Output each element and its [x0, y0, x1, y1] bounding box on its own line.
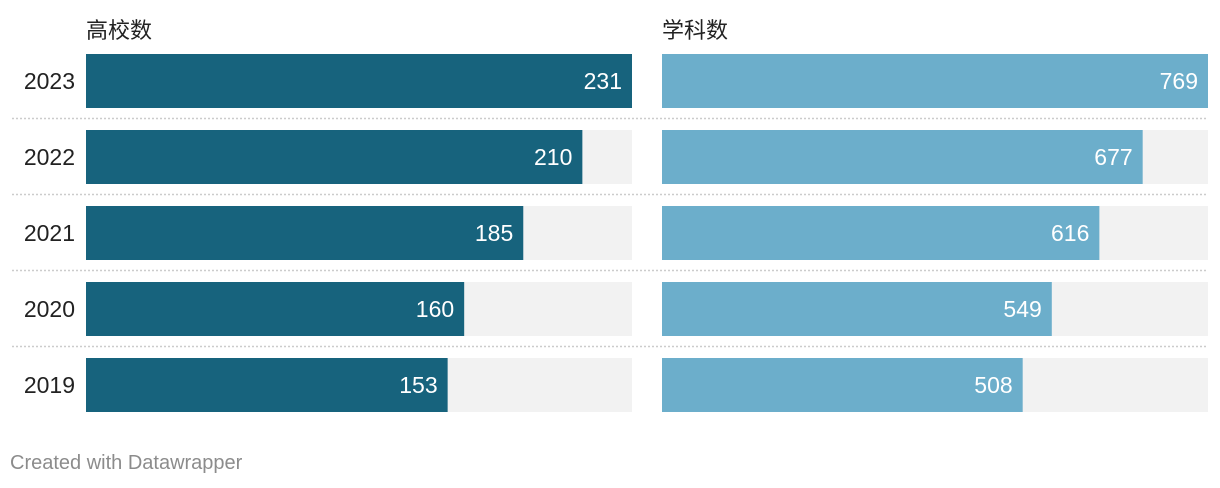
year-label-2023: 2023	[24, 68, 75, 94]
bar-2-2019	[662, 358, 1023, 412]
panel-title-1: 高校数	[86, 18, 152, 43]
value-label-2-2020: 549	[1003, 296, 1041, 322]
panel-title-2: 学科数	[662, 18, 728, 43]
value-label-1-2020: 160	[416, 296, 454, 322]
value-label-2-2023: 769	[1160, 68, 1198, 94]
bar-1-2021	[86, 206, 524, 260]
bar-2-2023	[662, 54, 1208, 108]
value-label-2-2022: 677	[1094, 144, 1132, 170]
year-label-2021: 2021	[24, 220, 75, 246]
bar-2-2020	[662, 282, 1052, 336]
bar-2-2022	[662, 130, 1143, 184]
year-label-2020: 2020	[24, 296, 75, 322]
value-label-1-2023: 231	[584, 68, 622, 94]
bar-1-2022	[86, 130, 583, 184]
year-label-2019: 2019	[24, 372, 75, 398]
value-label-1-2022: 210	[534, 144, 572, 170]
year-label-2022: 2022	[24, 144, 75, 170]
value-label-2-2021: 616	[1051, 220, 1089, 246]
bar-1-2020	[86, 282, 465, 336]
bar-1-2023	[86, 54, 632, 108]
value-label-1-2021: 185	[475, 220, 513, 246]
value-label-2-2019: 508	[974, 372, 1012, 398]
bar-1-2019	[86, 358, 448, 412]
bar-2-2021	[662, 206, 1100, 260]
datawrapper-credit: Created with Datawrapper	[10, 452, 243, 474]
value-label-1-2019: 153	[399, 372, 437, 398]
